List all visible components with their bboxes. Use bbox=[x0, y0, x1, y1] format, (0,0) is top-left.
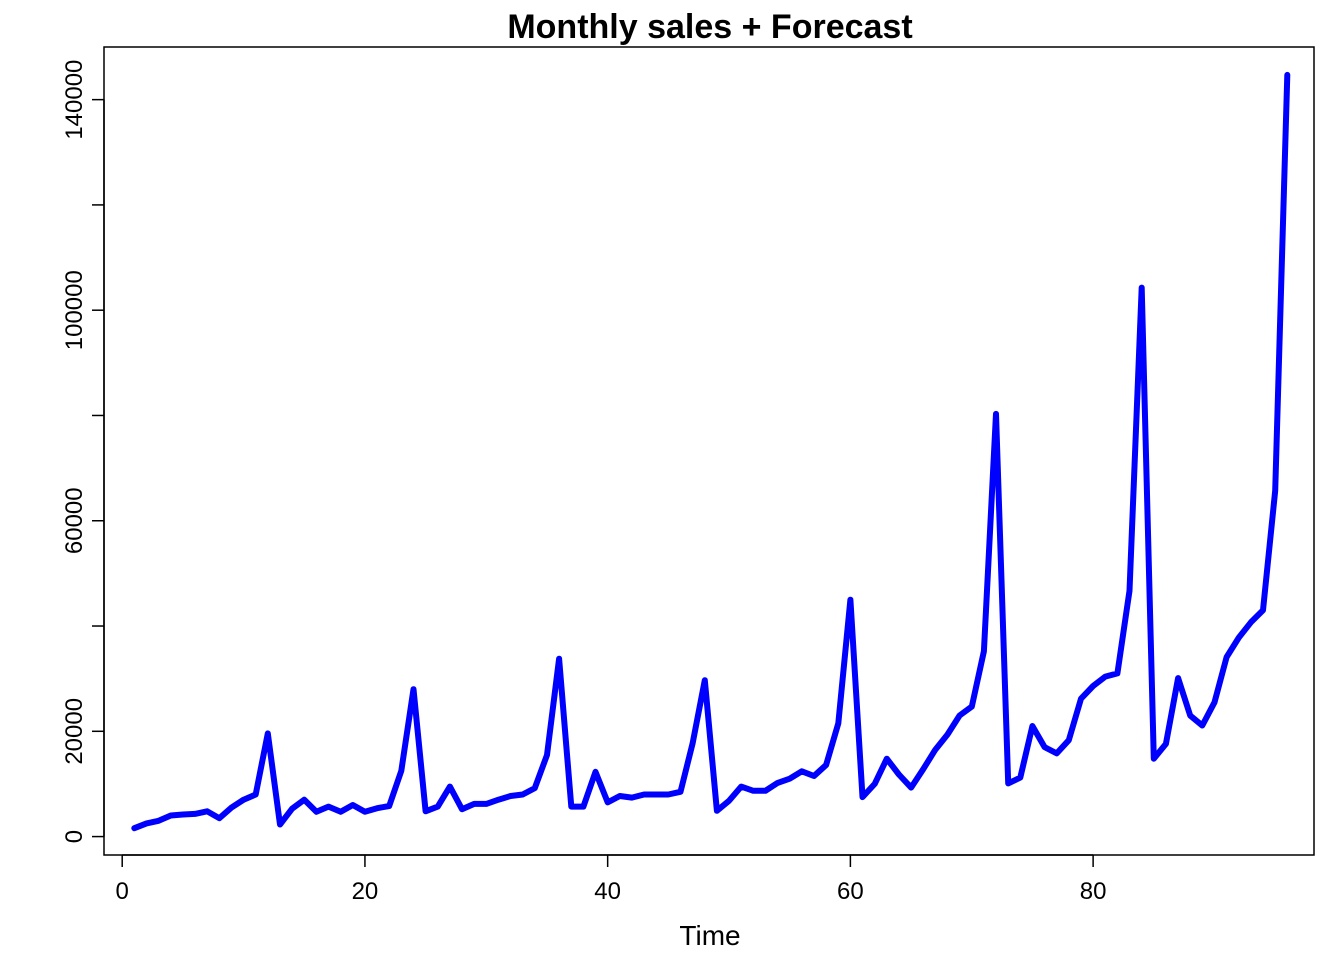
y-tick-label: 20000 bbox=[61, 698, 88, 765]
x-tick-label: 40 bbox=[594, 878, 621, 905]
y-tick-label: 0 bbox=[61, 830, 88, 843]
x-tick-label: 80 bbox=[1080, 878, 1107, 905]
x-tick-label: 60 bbox=[837, 878, 864, 905]
series-line-monthly-sales bbox=[131, 71, 1291, 832]
chart-title: Monthly sales + Forecast bbox=[507, 8, 912, 46]
y-tick-label: 60000 bbox=[61, 487, 88, 554]
y-tick-label: 100000 bbox=[61, 270, 88, 350]
y-tick-label: 140000 bbox=[61, 60, 88, 140]
x-axis: 0 20 40 60 80 bbox=[116, 854, 1107, 905]
x-tick-label: 20 bbox=[352, 878, 379, 905]
x-axis-label: Time bbox=[679, 920, 740, 951]
y-axis: 0 20000 60000 100000 140000 bbox=[61, 60, 105, 843]
x-tick-label: 0 bbox=[116, 878, 129, 905]
